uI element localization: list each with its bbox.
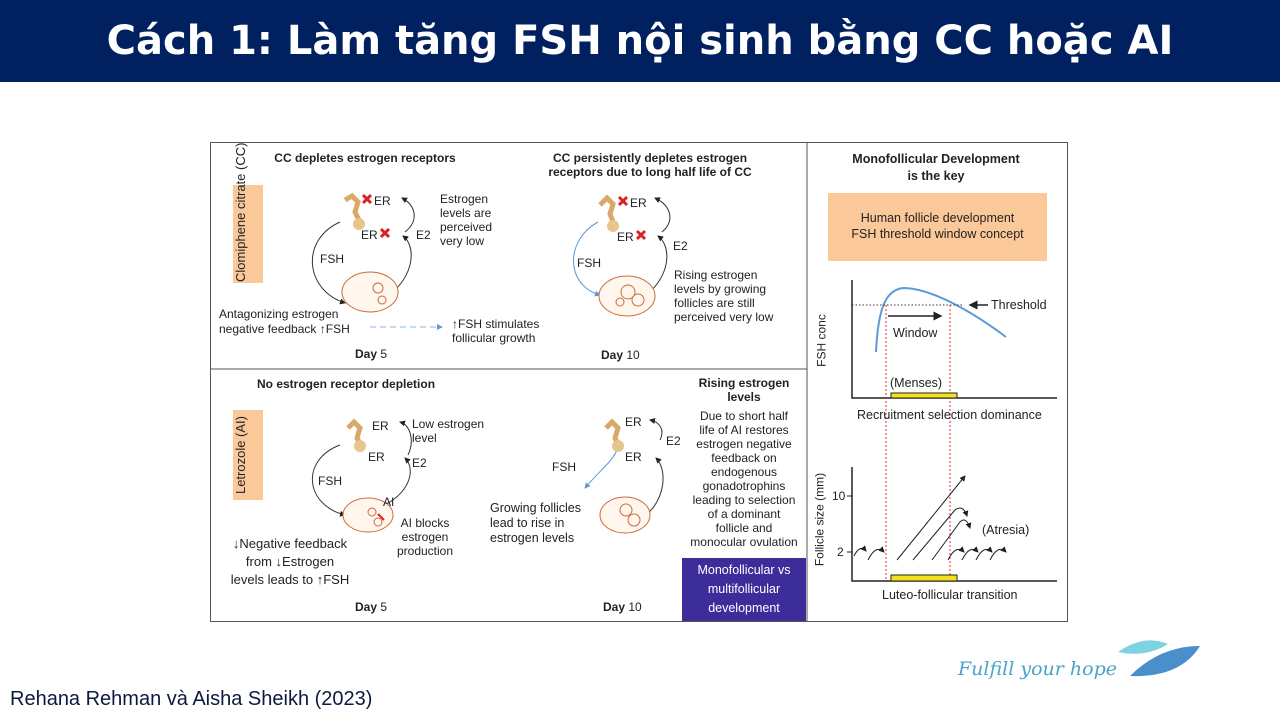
er-label: ER — [630, 196, 647, 210]
drug-label-box — [233, 185, 263, 283]
cycle-cc-day10 — [573, 194, 671, 317]
menses-label: (Menses) — [890, 376, 943, 390]
cycle-ai-day5 — [312, 418, 412, 533]
brand-logo — [1118, 640, 1200, 677]
fsh-label: FSH — [577, 256, 601, 270]
window-label: Window — [893, 326, 938, 340]
figure-frame — [210, 142, 1068, 622]
ai-day10-explanation: Due to short half life of AI restores es… — [690, 409, 798, 549]
e2-label: E2 — [412, 456, 427, 470]
red-x-marks — [361, 193, 647, 241]
monofollicular-highlight-box: Monofollicular vs multifollicular develo… — [682, 558, 806, 621]
menses-bar — [890, 392, 958, 399]
fsh-threshold-chart — [851, 280, 1057, 580]
citation: Rehana Rehman và Aisha Sheikh (2023) — [10, 688, 373, 710]
follicle-size-chart — [847, 467, 1057, 582]
right-panel-heading: Monofollicular Development is the key — [852, 152, 1020, 183]
cycle-ai-day10 — [584, 418, 664, 534]
tick-label: 10 — [832, 489, 846, 503]
concept-box: Human follicle development FSH threshold… — [828, 193, 1047, 261]
er-label: ER — [361, 228, 378, 242]
menses-bar — [890, 574, 958, 582]
red-x-icon — [635, 229, 647, 241]
red-x-icon — [617, 195, 629, 207]
red-x-icon — [379, 227, 391, 239]
follicle-chart-xlabel: Luteo-follicular transition — [882, 588, 1018, 602]
fsh-chart-ylabel: FSH conc — [814, 314, 829, 367]
ai-day10-heading: Rising estrogen levels — [698, 376, 790, 404]
slide-title: Cách 1: Làm tăng FSH nội sinh bằng CC ho… — [106, 18, 1174, 64]
er-label: ER — [374, 194, 391, 208]
cycle-cc-day5 — [312, 192, 415, 313]
fsh-label: FSH — [318, 474, 342, 488]
drug-label-cc: Clomiphene citrate (CC) — [233, 142, 248, 282]
red-x-icon — [361, 193, 373, 205]
ai-label: AI — [383, 495, 395, 509]
ai-block-note: AI blocks estrogen production — [396, 516, 454, 558]
drug-label-ai: Letrozole (AI) — [233, 415, 248, 495]
growing-follicles-note: Growing follicles lead to rise in estrog… — [490, 501, 582, 545]
day-label: Day 10 — [601, 348, 640, 362]
er-label: ER — [372, 419, 389, 433]
drug-label-box — [233, 410, 263, 500]
day-label: Day 10 — [603, 600, 642, 614]
fsh-label: FSH — [320, 252, 344, 266]
fsh-chart-xlabel: Recruitment selection dominance — [857, 408, 1042, 422]
cc-day5-heading: CC depletes estrogen receptors — [274, 151, 456, 165]
day-label: Day 5 — [355, 600, 388, 614]
e2-label: E2 — [673, 239, 688, 253]
cc-feedback-note: Antagonizing estrogen negative feedback … — [219, 307, 350, 336]
cc-effect-note: ↑FSH stimulates follicular growth — [452, 317, 540, 345]
atresia-label: (Atresia) — [982, 523, 1030, 537]
fsh-curve — [875, 286, 1007, 353]
ai-day5-note: Low estrogen level — [412, 417, 485, 445]
er-label: ER — [368, 450, 385, 464]
follicle-chart-ylabel: Follicle size (mm) — [812, 472, 827, 567]
brand-tagline: Fulfill your hope — [958, 658, 1117, 680]
e2-label: E2 — [666, 434, 681, 448]
er-label: ER — [625, 415, 642, 429]
er-label: ER — [625, 450, 642, 464]
tick-label: 2 — [837, 545, 844, 559]
fsh-label: FSH — [552, 460, 576, 474]
cc-day10-heading: CC persistently depletes estrogen recept… — [548, 151, 752, 179]
ai-day5-heading: No estrogen receptor depletion — [257, 377, 436, 391]
threshold-label: Threshold — [991, 298, 1047, 312]
er-label: ER — [617, 230, 634, 244]
cc-day10-note: Rising estrogen levels by growing follic… — [674, 268, 774, 324]
ai-feedback-note: ↓Negative feedback from ↓Estrogen levels… — [230, 536, 350, 587]
cc-day5-note: Estrogen levels are perceived very low — [440, 192, 493, 248]
e2-label: E2 — [416, 228, 431, 242]
day-label: Day 5 — [355, 347, 388, 361]
slide-header: Cách 1: Làm tăng FSH nội sinh bằng CC ho… — [0, 0, 1280, 82]
